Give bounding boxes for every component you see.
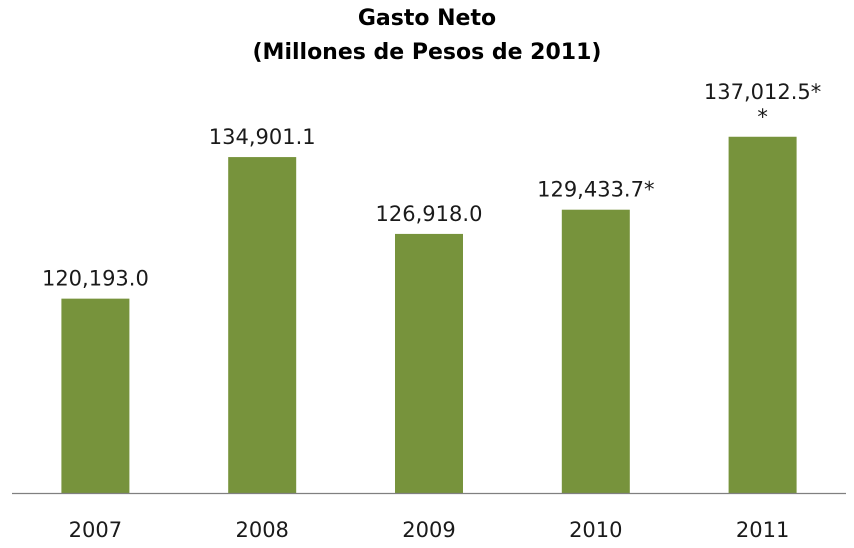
bar-2011 — [728, 136, 797, 493]
x-tick-label-2007: 2007 — [69, 518, 122, 542]
bar-2007 — [61, 298, 130, 493]
bar-2009 — [395, 233, 463, 493]
chart-title: Gasto Neto — [357, 6, 497, 31]
bar-2008 — [228, 157, 297, 494]
x-tick-label-2011: 2011 — [736, 518, 789, 542]
x-tick-label-2008: 2008 — [235, 518, 288, 542]
x-tick-label-2009: 2009 — [402, 518, 455, 542]
data-label-2010: 129,433.7* — [537, 178, 654, 202]
data-label-2011-line2: * — [757, 105, 768, 129]
data-label-2009: 126,918.0 — [376, 202, 483, 226]
x-tick-label-2010: 2010 — [569, 518, 622, 542]
chart-subtitle: (Millones de Pesos de 2011) — [252, 40, 602, 65]
data-label-2011: 137,012.5* — [704, 80, 821, 104]
data-label-2007: 120,193.0 — [42, 267, 149, 291]
data-label-2008: 134,901.1 — [209, 125, 316, 149]
bar-2010 — [561, 209, 630, 494]
